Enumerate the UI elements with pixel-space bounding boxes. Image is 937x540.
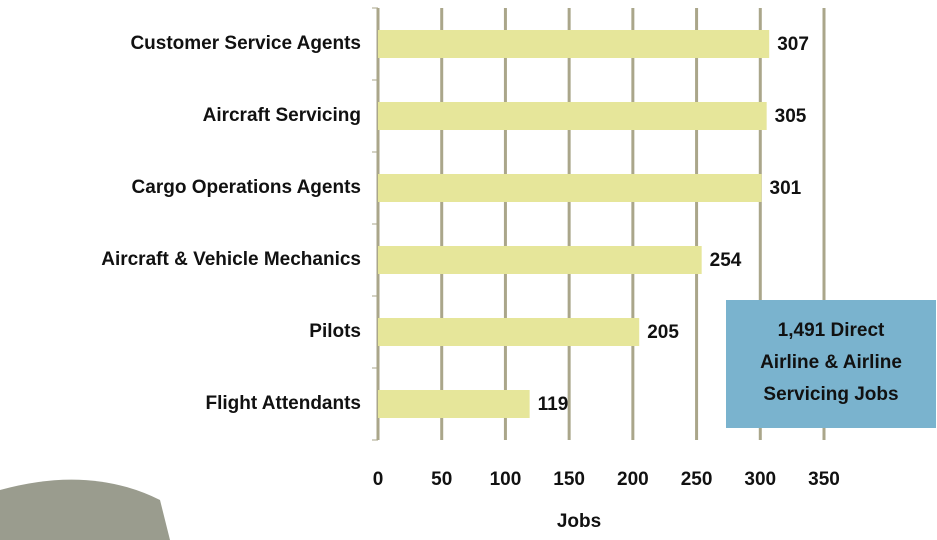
annotation-text: Servicing Jobs <box>763 384 898 405</box>
x-tick-label: 300 <box>744 469 776 490</box>
y-tick-label: Cargo Operations Agents <box>132 177 361 198</box>
value-label: 301 <box>770 178 802 199</box>
value-label: 305 <box>775 106 807 127</box>
x-tick-label: 150 <box>553 469 585 490</box>
value-label: 119 <box>538 394 569 415</box>
x-axis-label: Jobs <box>557 511 601 532</box>
page: Jobs 0 50 100 150 200 250 300 350 Customer Servi… <box>0 0 937 540</box>
y-tick-label: Customer Service Agents <box>130 33 361 54</box>
decoration <box>0 480 170 540</box>
value-label: 205 <box>647 322 679 343</box>
x-tick-label: 250 <box>681 469 713 490</box>
x-tick-label: 350 <box>808 469 840 490</box>
chart: Jobs 0 50 100 150 200 250 300 350 Customer Servi… <box>0 0 937 540</box>
y-tick-label: Flight Attendants <box>206 393 362 414</box>
annotation-text: 1,491 Direct <box>778 320 885 341</box>
x-tick-label: 50 <box>431 469 452 490</box>
value-label: 254 <box>710 250 742 271</box>
y-tick-label: Pilots <box>309 321 361 342</box>
bar <box>378 102 767 130</box>
x-tick-label: 100 <box>490 469 522 490</box>
y-tick-label: Aircraft Servicing <box>203 105 361 126</box>
value-label: 307 <box>777 34 809 55</box>
x-tick-label: 200 <box>617 469 649 490</box>
y-tick-label: Aircraft & Vehicle Mechanics <box>101 249 361 270</box>
bar <box>378 30 769 58</box>
annotation-text: Airline & Airline <box>760 352 902 373</box>
bar <box>378 318 639 346</box>
bar <box>378 246 702 274</box>
x-tick-label: 0 <box>373 469 384 490</box>
bar <box>378 174 762 202</box>
bar <box>378 390 530 418</box>
